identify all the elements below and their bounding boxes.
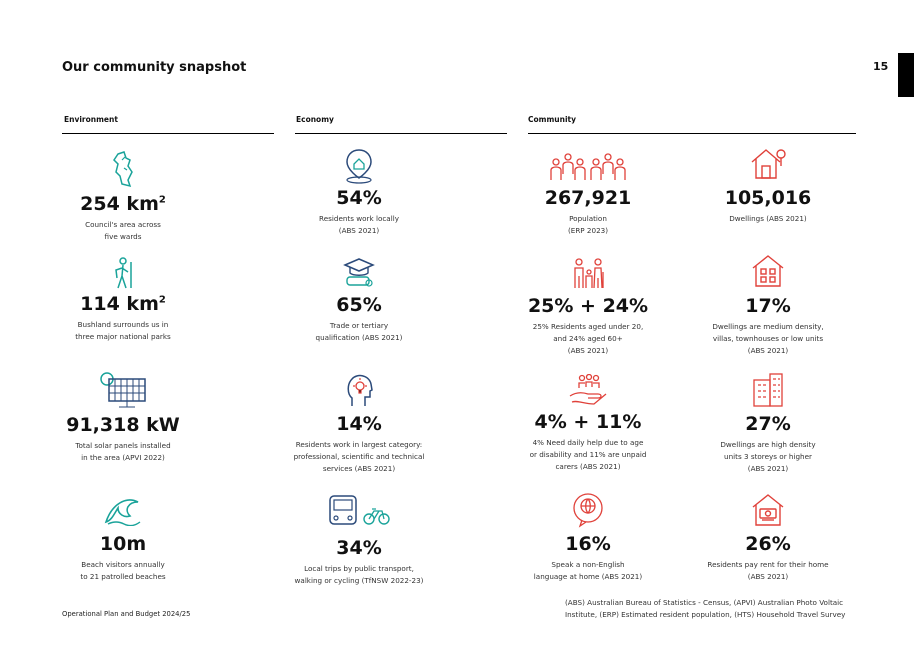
community-divider <box>528 133 856 134</box>
stat-value: 27% <box>745 413 791 435</box>
stat-age-groups: 25% + 24% 25% Residents aged under 20, an… <box>498 258 678 357</box>
stat-description: Bushland surrounds us in three major nati… <box>75 319 171 341</box>
stat-dwellings: 105,016 Dwellings (ABS 2021) <box>678 146 858 225</box>
stat-description: Local trips by public transport, walking … <box>294 563 424 585</box>
stat-value: 267,921 <box>544 187 632 209</box>
stat-value: 26% <box>745 533 791 555</box>
stat-description: 4% Need daily help due to age or disabili… <box>529 437 647 471</box>
stat-qualification: 65% Trade or tertiary qualification (ABS … <box>269 257 449 344</box>
idea-head-icon <box>347 374 373 406</box>
wave-icon <box>104 499 141 526</box>
stat-description: Residents pay rent for their home (ABS 20… <box>707 559 829 581</box>
hiker-icon <box>115 257 132 289</box>
care-hand-icon <box>569 374 607 405</box>
stat-description: Total solar panels installed in the area … <box>75 440 171 462</box>
bus-bike-icon <box>329 495 390 525</box>
map-icon <box>113 151 133 188</box>
stat-value: 17% <box>745 295 791 317</box>
solar-panel-icon <box>100 372 146 408</box>
stat-value: 54% <box>336 187 382 209</box>
stat-description: Dwellings (ABS 2021) <box>729 213 807 223</box>
townhouse-icon <box>752 255 784 287</box>
stat-description: Dwellings are high density units 3 storey… <box>720 439 816 473</box>
stat-rent: 26% Residents pay rent for their home (AB… <box>678 492 858 583</box>
stat-value: 91,318 kW <box>66 414 180 436</box>
population-icon <box>550 153 626 180</box>
stat-value: 10m <box>99 533 147 555</box>
footer-document-title: Operational Plan and Budget 2024/25 <box>62 610 191 618</box>
house-icon <box>751 149 786 179</box>
stat-work-locally: 54% Residents work locally (ABS 2021) <box>269 148 449 237</box>
stat-population: 267,921 Population (ERP 2023) <box>498 152 678 237</box>
local-location-icon <box>346 149 372 184</box>
stat-value: 34% <box>336 537 382 559</box>
stat-beach: 10m Beach visitors annually to 21 patroll… <box>33 494 213 583</box>
apartment-icon <box>753 373 783 407</box>
stat-solar: 91,318 kW Total solar panels installed in… <box>33 371 213 464</box>
stat-medium-density: 17% Dwellings are medium density, villas,… <box>678 254 858 357</box>
stat-value: 16% <box>565 533 611 555</box>
stat-council-area: 254 km2 Council's area across five wards <box>33 150 213 243</box>
footer-abbreviations-note: (ABS) Australian Bureau of Statistics - … <box>565 598 846 619</box>
environment-divider <box>62 133 274 134</box>
stat-high-density: 27% Dwellings are high density units 3 st… <box>678 372 858 475</box>
stat-value: 14% <box>336 413 382 435</box>
stat-bushland: 114 km2 Bushland surrounds us in three ma… <box>33 256 213 343</box>
stat-description: 25% Residents aged under 20, and 24% aged… <box>532 321 644 355</box>
column-heading-community: Community <box>528 115 577 124</box>
stat-value: 114 km2 <box>80 293 166 315</box>
economy-divider <box>295 133 507 134</box>
stat-description: Beach visitors annually to 21 patrolled b… <box>80 559 166 581</box>
stat-description: Residents work in largest category: profe… <box>293 439 425 473</box>
stat-description: Speak a non-English language at home (ABS… <box>533 559 643 581</box>
stat-value: 4% + 11% <box>534 411 642 433</box>
stat-description: Population (ERP 2023) <box>567 213 609 235</box>
stat-description: Council's area across five wards <box>85 219 161 241</box>
stat-description: Trade or tertiary qualification (ABS 2021… <box>315 320 403 342</box>
age-groups-icon <box>574 258 604 289</box>
stat-language: 16% Speak a non-English language at home … <box>498 492 678 583</box>
page-tab-marker <box>898 53 914 97</box>
stat-largest-category: 14% Residents work in largest category: p… <box>269 372 449 475</box>
stat-value: 105,016 <box>724 187 812 209</box>
stat-description: Residents work locally (ABS 2021) <box>319 213 399 235</box>
language-globe-icon <box>573 493 603 528</box>
column-heading-economy: Economy <box>296 115 334 124</box>
stat-value: 25% + 24% <box>527 295 649 317</box>
page-number: 15 <box>873 60 889 73</box>
page-title: Our community snapshot <box>62 60 247 75</box>
graduation-icon <box>343 258 375 287</box>
stat-description: Dwellings are medium density, villas, tow… <box>712 321 824 355</box>
stat-value: 65% <box>336 294 382 316</box>
column-heading-environment: Environment <box>64 115 118 124</box>
rent-house-icon <box>752 494 784 526</box>
stat-care: 4% + 11% 4% Need daily help due to age or… <box>498 374 678 473</box>
stat-value: 254 km2 <box>80 193 166 215</box>
stat-transport: 34% Local trips by public transport, walk… <box>269 494 449 587</box>
